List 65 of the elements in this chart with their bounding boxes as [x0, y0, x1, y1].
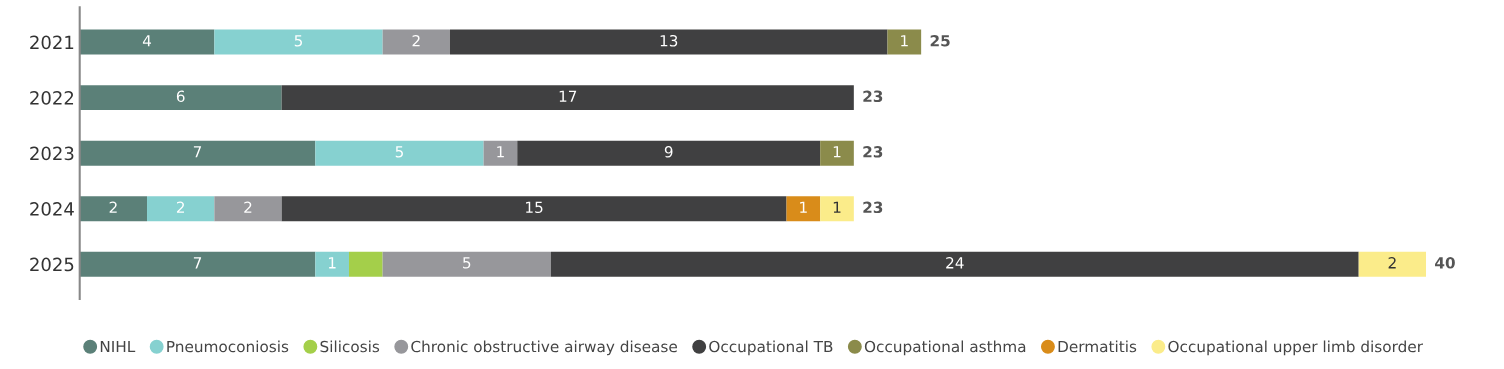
bar [820, 140, 854, 166]
bar [449, 29, 888, 55]
data-label: 5 [463, 257, 471, 269]
bar [348, 251, 383, 277]
bar [147, 196, 215, 222]
bar [79, 29, 215, 55]
legend-label: Occupational upper limb disorder [1168, 340, 1423, 356]
bar [550, 251, 1359, 277]
data-label: 17 [559, 90, 577, 102]
legend-label: Occupational asthma [864, 340, 1026, 356]
bar [315, 140, 484, 166]
bar [517, 140, 821, 166]
bar [79, 85, 282, 111]
y-tick-label: 2023 [30, 146, 74, 161]
total-label: 23 [863, 90, 883, 103]
legend-label: Silicosis [320, 340, 380, 353]
bar [214, 196, 282, 222]
data-label: 1 [328, 257, 336, 269]
data-label: 2 [1388, 257, 1396, 269]
data-label: 1 [833, 201, 841, 213]
data-label: 5 [294, 35, 303, 47]
data-label: 5 [395, 146, 403, 158]
legend-label: Pneumoconiosis [167, 340, 289, 353]
data-label: 1 [833, 146, 841, 158]
data-label: 1 [901, 35, 908, 47]
bar [786, 196, 821, 222]
data-label: 1 [800, 201, 807, 213]
legend-label: Chronic obstructive airway disease [411, 340, 677, 356]
bar [483, 140, 518, 166]
data-label: 2 [244, 201, 252, 213]
data-label: 7 [193, 146, 202, 158]
data-label: 24 [946, 257, 964, 269]
bar [281, 196, 787, 222]
data-label: 15 [526, 201, 543, 214]
data-label: 2 [176, 201, 185, 213]
data-label: 13 [660, 34, 678, 47]
bar [820, 196, 854, 222]
bar [382, 251, 551, 277]
total-label: 40 [1435, 257, 1455, 269]
legend-label: Occupational TB [709, 340, 833, 356]
data-label: 7 [193, 257, 202, 269]
bar [1358, 251, 1427, 277]
bar [281, 85, 854, 111]
total-label: 23 [863, 201, 883, 214]
data-label: 4 [142, 35, 152, 47]
legend-label: Dermatitis [1058, 340, 1137, 353]
data-label: 6 [176, 90, 185, 103]
y-tick-label: 2022 [30, 91, 74, 105]
bar [79, 251, 316, 277]
data-label: 2 [412, 34, 420, 47]
total-label: 25 [930, 34, 950, 47]
legend-label: NIHL [100, 340, 136, 353]
data-label: 1 [497, 146, 504, 158]
bar [214, 29, 383, 55]
data-label: 2 [109, 201, 117, 213]
bar [887, 29, 922, 55]
bar [382, 29, 450, 55]
bar [79, 196, 148, 222]
y-tick-label: 2021 [30, 35, 74, 50]
bar [79, 140, 316, 166]
bar [315, 251, 349, 277]
y-tick-label: 2025 [30, 257, 74, 272]
y-tick-label: 2024 [30, 202, 74, 216]
total-label: 23 [863, 146, 883, 158]
data-label: 9 [664, 146, 673, 158]
